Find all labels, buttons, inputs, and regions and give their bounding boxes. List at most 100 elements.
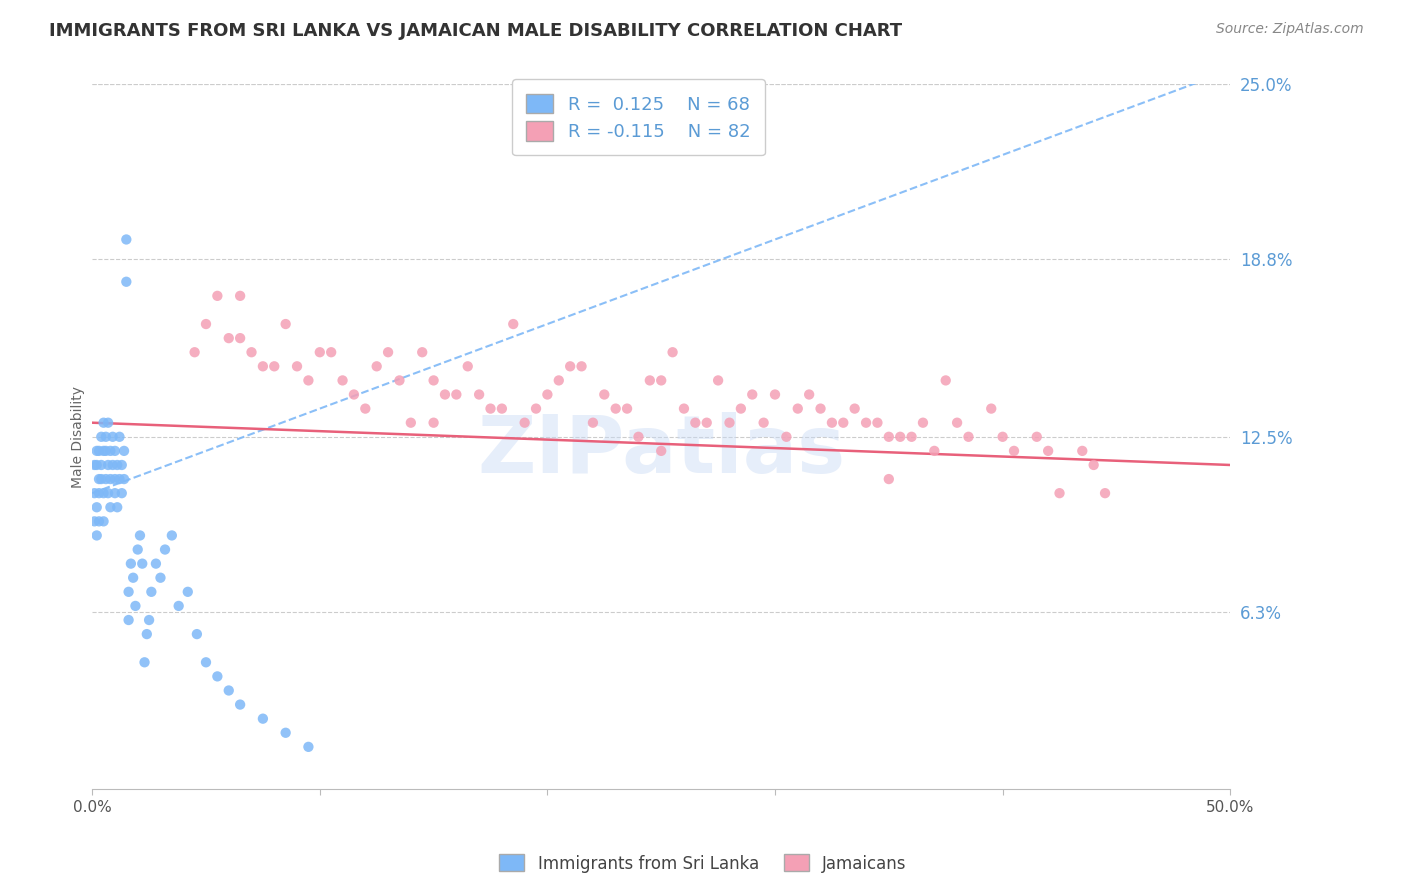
Point — [122, 571, 145, 585]
Point — [195, 655, 218, 669]
Point — [141, 584, 163, 599]
Point — [707, 373, 730, 387]
Point — [832, 416, 855, 430]
Point — [104, 486, 127, 500]
Point — [218, 331, 240, 345]
Point — [86, 458, 108, 472]
Point — [86, 500, 108, 515]
Point — [377, 345, 399, 359]
Point — [86, 443, 108, 458]
Point — [1094, 486, 1116, 500]
Point — [775, 430, 797, 444]
Point — [229, 331, 252, 345]
Text: ZIPatlas: ZIPatlas — [477, 412, 845, 490]
Point — [661, 345, 683, 359]
Point — [889, 430, 911, 444]
Point — [97, 458, 120, 472]
Point — [924, 443, 946, 458]
Point — [810, 401, 832, 416]
Point — [638, 373, 661, 387]
Point — [571, 359, 593, 374]
Point — [83, 458, 105, 472]
Point — [93, 514, 115, 528]
Point — [100, 472, 122, 486]
Point — [446, 387, 468, 401]
Y-axis label: Male Disability: Male Disability — [72, 386, 86, 488]
Point — [627, 430, 650, 444]
Point — [117, 613, 139, 627]
Point — [135, 627, 157, 641]
Point — [117, 584, 139, 599]
Point — [388, 373, 411, 387]
Point — [177, 584, 200, 599]
Point — [741, 387, 763, 401]
Text: IMMIGRANTS FROM SRI LANKA VS JAMAICAN MALE DISABILITY CORRELATION CHART: IMMIGRANTS FROM SRI LANKA VS JAMAICAN MA… — [49, 22, 903, 40]
Point — [160, 528, 183, 542]
Point — [134, 655, 156, 669]
Point — [108, 472, 131, 486]
Point — [457, 359, 479, 374]
Point — [343, 387, 366, 401]
Point — [115, 232, 138, 246]
Point — [752, 416, 775, 430]
Point — [650, 373, 672, 387]
Point — [991, 430, 1014, 444]
Point — [946, 416, 969, 430]
Point — [145, 557, 167, 571]
Point — [844, 401, 866, 416]
Point — [120, 557, 142, 571]
Point — [502, 317, 524, 331]
Point — [105, 458, 128, 472]
Legend: R =  0.125    N = 68, R = -0.115    N = 82: R = 0.125 N = 68, R = -0.115 N = 82 — [512, 79, 765, 155]
Point — [1071, 443, 1094, 458]
Point — [127, 542, 149, 557]
Point — [195, 317, 218, 331]
Point — [593, 387, 616, 401]
Point — [696, 416, 718, 430]
Point — [524, 401, 547, 416]
Point — [1025, 430, 1047, 444]
Point — [274, 317, 297, 331]
Point — [111, 486, 134, 500]
Point — [821, 416, 844, 430]
Point — [115, 275, 138, 289]
Point — [274, 725, 297, 739]
Point — [685, 416, 707, 430]
Point — [101, 458, 124, 472]
Point — [153, 542, 176, 557]
Point — [83, 514, 105, 528]
Point — [104, 472, 127, 486]
Point — [560, 359, 582, 374]
Point — [100, 500, 122, 515]
Point — [112, 472, 135, 486]
Point — [536, 387, 558, 401]
Point — [297, 373, 319, 387]
Point — [105, 500, 128, 515]
Point — [86, 528, 108, 542]
Point — [366, 359, 388, 374]
Point — [229, 289, 252, 303]
Point — [252, 712, 274, 726]
Point — [980, 401, 1002, 416]
Point — [83, 486, 105, 500]
Point — [90, 430, 112, 444]
Point — [650, 443, 672, 458]
Point — [582, 416, 605, 430]
Point — [240, 345, 263, 359]
Point — [112, 443, 135, 458]
Point — [957, 430, 980, 444]
Point — [877, 430, 900, 444]
Point — [131, 557, 153, 571]
Point — [411, 345, 433, 359]
Text: Source: ZipAtlas.com: Source: ZipAtlas.com — [1216, 22, 1364, 37]
Point — [101, 430, 124, 444]
Point — [285, 359, 308, 374]
Point — [308, 345, 330, 359]
Point — [399, 416, 422, 430]
Point — [183, 345, 205, 359]
Point — [124, 599, 146, 613]
Point — [111, 458, 134, 472]
Point — [87, 514, 110, 528]
Point — [94, 443, 117, 458]
Point — [332, 373, 354, 387]
